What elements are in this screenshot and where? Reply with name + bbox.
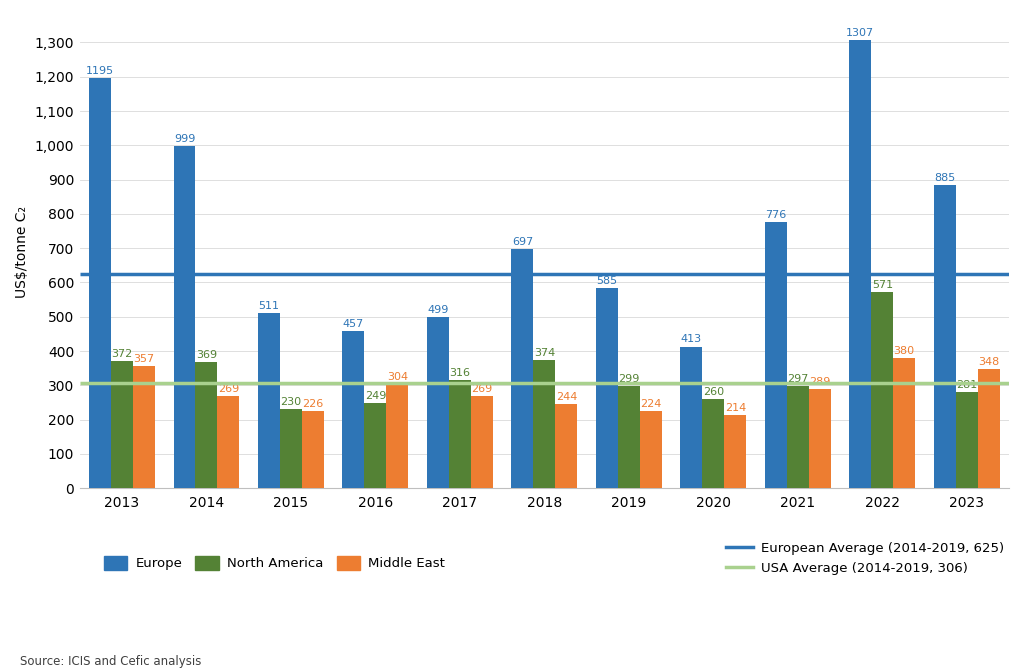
Bar <box>786 386 809 488</box>
Text: 297: 297 <box>787 374 809 384</box>
Bar <box>258 313 280 488</box>
Text: 585: 585 <box>596 276 617 286</box>
Text: 457: 457 <box>343 319 365 329</box>
Bar <box>893 358 915 488</box>
Bar <box>596 288 617 488</box>
Text: 369: 369 <box>196 350 217 360</box>
Text: 316: 316 <box>450 368 470 378</box>
Text: 249: 249 <box>365 391 386 401</box>
Bar <box>427 317 449 488</box>
Bar <box>534 360 555 488</box>
Bar <box>724 415 746 488</box>
Text: 885: 885 <box>934 172 955 183</box>
Text: 214: 214 <box>725 403 745 413</box>
Text: 511: 511 <box>258 301 280 311</box>
Bar <box>765 222 786 488</box>
Text: 269: 269 <box>218 384 239 394</box>
Text: Source: ICIS and Cefic analysis: Source: ICIS and Cefic analysis <box>20 655 202 668</box>
Text: 357: 357 <box>133 354 155 364</box>
Bar <box>617 386 640 488</box>
Bar <box>511 249 534 488</box>
Bar <box>217 396 240 488</box>
Bar <box>89 79 111 488</box>
Text: 269: 269 <box>471 384 493 394</box>
Bar <box>702 399 724 488</box>
Bar <box>640 411 662 488</box>
Text: 299: 299 <box>618 374 640 384</box>
Bar <box>471 396 493 488</box>
Text: 260: 260 <box>702 387 724 397</box>
Bar <box>449 380 471 488</box>
Text: 289: 289 <box>809 377 830 387</box>
Bar <box>302 411 324 488</box>
Text: 697: 697 <box>512 237 534 247</box>
Text: 304: 304 <box>387 372 408 382</box>
Bar <box>342 331 365 488</box>
Text: 776: 776 <box>765 210 786 220</box>
Text: 571: 571 <box>871 280 893 291</box>
Bar <box>280 409 302 488</box>
Text: 413: 413 <box>681 334 701 344</box>
Text: 999: 999 <box>174 134 196 144</box>
Bar <box>386 384 409 488</box>
Text: 380: 380 <box>894 346 914 356</box>
Bar <box>111 360 133 488</box>
Text: 374: 374 <box>534 348 555 358</box>
Text: 372: 372 <box>112 348 132 358</box>
Bar <box>978 369 999 488</box>
Text: 499: 499 <box>427 305 449 315</box>
Bar <box>365 403 386 488</box>
Bar <box>955 392 978 488</box>
Text: 1307: 1307 <box>846 28 874 38</box>
Text: 348: 348 <box>978 357 999 367</box>
Bar <box>871 293 893 488</box>
Text: 281: 281 <box>956 380 977 390</box>
Bar <box>555 405 578 488</box>
Text: 244: 244 <box>556 393 577 403</box>
Text: 230: 230 <box>281 397 301 407</box>
Bar <box>133 366 155 488</box>
Legend: European Average (2014-2019, 625), USA Average (2014-2019, 306): European Average (2014-2019, 625), USA A… <box>721 536 1009 580</box>
Text: 1195: 1195 <box>86 66 114 76</box>
Bar <box>173 146 196 488</box>
Text: 224: 224 <box>640 399 662 409</box>
Bar <box>196 362 217 488</box>
Bar <box>809 389 830 488</box>
Bar <box>849 40 871 488</box>
Bar <box>934 185 955 488</box>
Y-axis label: US$/tonne C₂: US$/tonne C₂ <box>15 205 29 297</box>
Bar <box>680 346 702 488</box>
Text: 226: 226 <box>302 399 324 409</box>
